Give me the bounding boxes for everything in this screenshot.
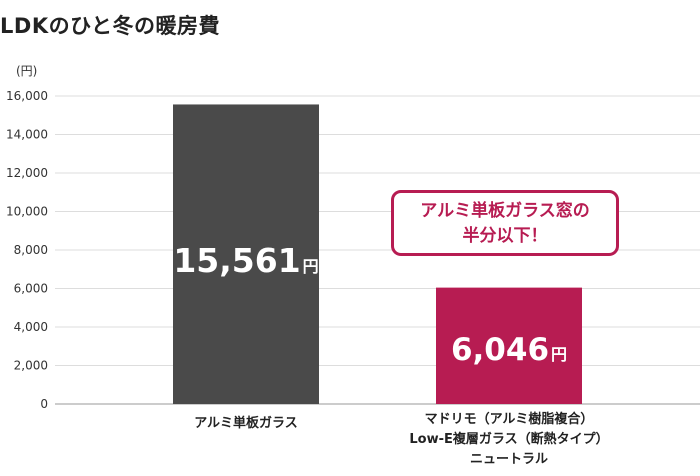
x-label-line: マドリモ（アルミ樹脂複合） [424, 412, 594, 427]
bar-value-label: 6,046 円 [451, 332, 567, 368]
y-tick-label: 8,000 [14, 243, 48, 257]
y-tick-label: 2,000 [14, 359, 48, 373]
x-label-line: ニュートラル [469, 452, 548, 467]
bar-value-number: 6,046 [451, 332, 549, 368]
y-tick-label: 14,000 [6, 128, 48, 142]
bar-value-unit: 円 [303, 257, 319, 276]
x-label-single-glass: アルミ単板ガラス [166, 414, 326, 434]
y-tick-label: 0 [40, 397, 48, 411]
chart-title: LDKのひと冬の暖房費 [0, 14, 220, 38]
annotation-line-1: アルミ単板ガラス窓の [420, 201, 590, 221]
y-tick-label: 16,000 [6, 89, 48, 103]
y-tick-label: 6,000 [14, 282, 48, 296]
bar-value-unit: 円 [551, 345, 567, 364]
x-label-line: Low-E複層ガラス（断熱タイプ） [409, 432, 609, 447]
bar-value-number: 15,561 [173, 241, 300, 280]
bar-value-label: 15,561 円 [173, 241, 318, 280]
x-label-line: アルミ単板ガラス [194, 416, 298, 431]
x-label-madorimo: マドリモ（アルミ樹脂複合） Low-E複層ガラス（断熱タイプ） ニュートラル [379, 410, 639, 470]
y-axis-unit: (円) [16, 64, 38, 78]
y-tick-label: 4,000 [14, 320, 48, 334]
bar [173, 104, 319, 405]
y-tick-label: 12,000 [6, 166, 48, 180]
bar [436, 287, 582, 404]
annotation-callout: アルミ単板ガラス窓の 半分以下！ [391, 190, 619, 256]
annotation-line-2: 半分以下！ [462, 226, 548, 246]
y-tick-label: 10,000 [6, 205, 48, 219]
